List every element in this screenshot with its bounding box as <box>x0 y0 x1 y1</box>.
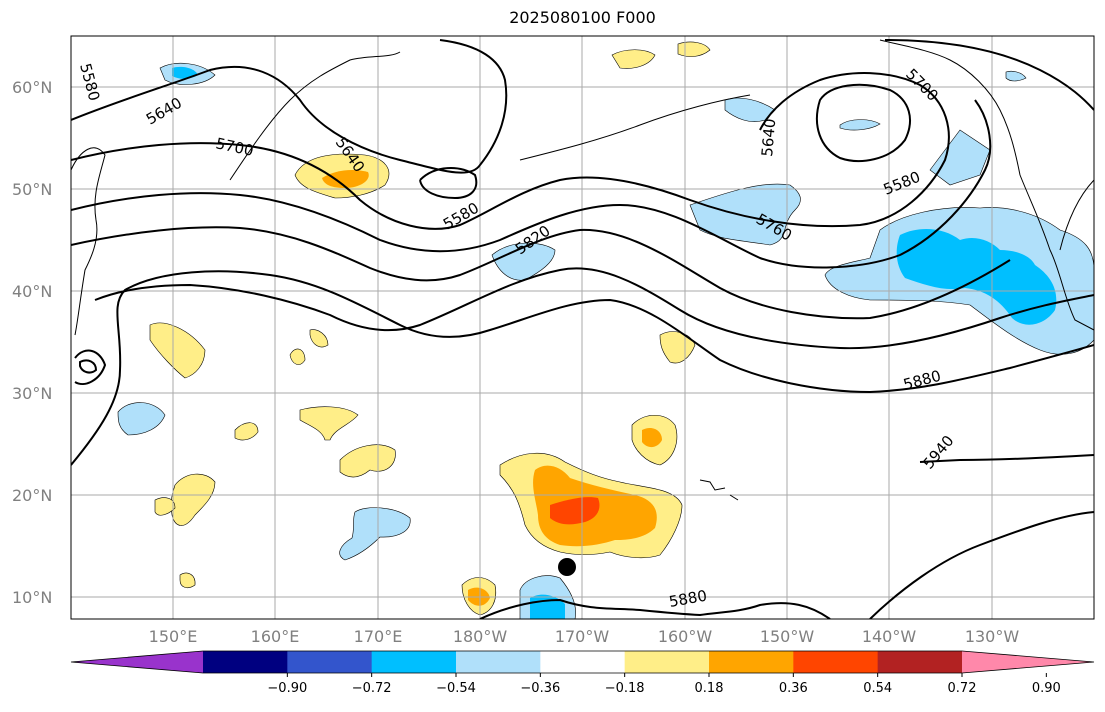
height-contours <box>71 39 1094 619</box>
colorbar-swatch <box>456 651 541 673</box>
colorbar-tick-label: −0.72 <box>352 681 392 696</box>
blue-anomaly-region <box>1005 70 1027 82</box>
warm-anomaly-region <box>677 41 711 57</box>
longitude-labels: 150°E 160°E 170°E 180°W 170°W 160°W 150°… <box>149 627 1020 646</box>
warm-anomaly-region <box>289 348 306 365</box>
lon-label: 170°W <box>555 627 610 646</box>
lon-label: 160°W <box>658 627 713 646</box>
lon-label: 170°E <box>354 627 403 646</box>
colorbar-tick-label: 0.90 <box>1032 681 1061 696</box>
lon-label: 140°W <box>862 627 917 646</box>
blue-anomaly-region <box>339 507 411 561</box>
colorbar: −0.90 −0.72 −0.54 −0.36 −0.18 0.18 0.36 0.54 0.7… <box>70 650 1095 696</box>
warm-anomaly-region <box>339 444 396 478</box>
warm-anomaly-region <box>322 170 369 188</box>
lat-label: 40°N <box>12 282 52 301</box>
colorbar-swatch <box>709 651 794 673</box>
warm-anomaly-region <box>299 406 359 441</box>
colorbar-extend-low <box>71 651 203 673</box>
shaded-anomaly-regions <box>117 41 1094 619</box>
latitude-labels: 60°N 50°N 40°N 30°N 20°N 10°N <box>12 78 52 607</box>
colorbar-tick-label: −0.90 <box>267 681 307 696</box>
lon-label: 130°W <box>965 627 1020 646</box>
lon-label: 180°W <box>453 627 508 646</box>
colorbar-tick-label: 0.18 <box>695 681 724 696</box>
lat-label: 30°N <box>12 384 52 403</box>
blue-anomaly-region <box>896 228 1057 325</box>
lon-label: 160°E <box>251 627 300 646</box>
map-frame <box>70 35 1095 620</box>
station-marker <box>558 558 576 576</box>
warm-anomaly-region <box>642 428 662 448</box>
colorbar-swatch <box>877 651 963 673</box>
warm-anomaly-region <box>550 497 600 525</box>
coastlines <box>71 39 1094 501</box>
lat-label: 60°N <box>12 78 52 97</box>
colorbar-outline <box>70 650 1095 674</box>
colorbar-swatch <box>203 651 288 673</box>
colorbar-tick-label: 0.72 <box>948 681 977 696</box>
warm-anomaly-region <box>611 49 656 69</box>
colorbar-swatch <box>624 651 710 673</box>
warm-anomaly-region <box>154 497 176 516</box>
lat-label: 10°N <box>12 588 52 607</box>
warm-anomaly-region <box>309 329 329 348</box>
colorbar-tick-label: 0.36 <box>779 681 808 696</box>
colorbar-swatch <box>371 651 457 673</box>
colorbar-swatch <box>793 651 879 673</box>
warm-anomaly-region <box>179 572 196 589</box>
lon-label: 150°E <box>149 627 198 646</box>
colorbar-extend-high <box>962 651 1094 673</box>
blue-anomaly-region <box>689 183 801 246</box>
colorbar-tick-label: −0.18 <box>605 681 645 696</box>
blue-anomaly-region <box>839 119 881 131</box>
map-gridlines <box>71 36 1094 619</box>
colorbar-tick-label: −0.36 <box>520 681 560 696</box>
blue-anomaly-region <box>929 129 991 186</box>
colorbar-swatch <box>287 651 373 673</box>
lat-label: 20°N <box>12 486 52 505</box>
colorbar-swatch <box>540 651 626 673</box>
blue-anomaly-region <box>117 402 166 436</box>
warm-anomaly-region <box>149 322 206 379</box>
colorbar-tick-label: 0.54 <box>863 681 892 696</box>
colorbar-tick-label: −0.54 <box>436 681 476 696</box>
contour-label: 5640 <box>758 118 779 158</box>
map-title: 2025080100 F000 <box>509 8 656 27</box>
blue-anomaly-region <box>491 242 556 281</box>
lon-label: 150°W <box>760 627 815 646</box>
warm-anomaly-region <box>234 422 259 441</box>
lat-label: 50°N <box>12 180 52 199</box>
